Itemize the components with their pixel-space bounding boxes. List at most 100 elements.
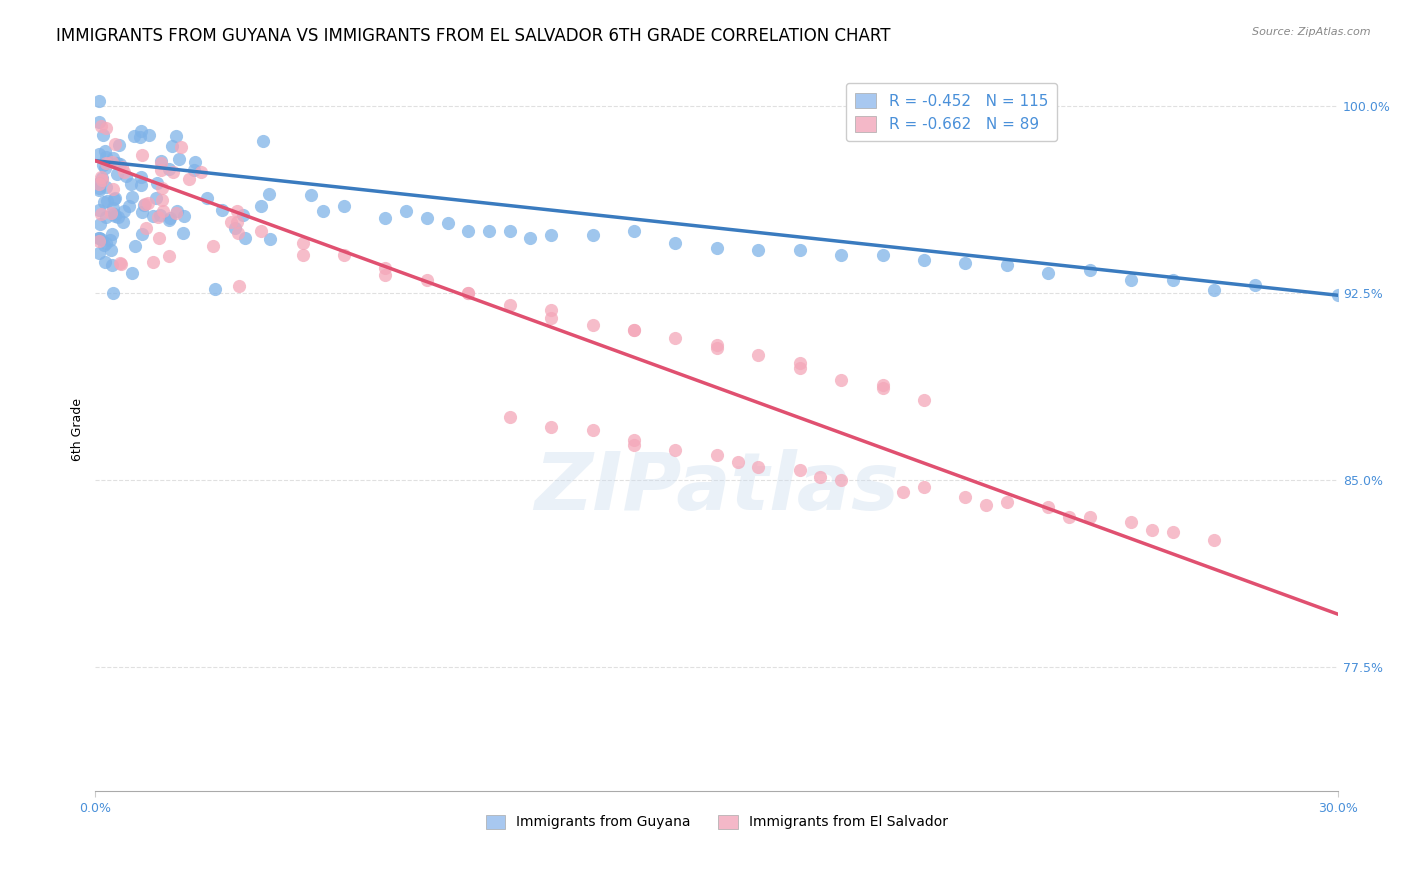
Point	[1161, 524, 1184, 539]
Point	[374, 268, 396, 283]
Point	[94, 145, 117, 159]
Point	[134, 197, 156, 211]
Point	[90, 170, 112, 185]
Point	[91, 158, 114, 172]
Point	[94, 254, 117, 268]
Point	[540, 310, 562, 325]
Point	[912, 392, 935, 407]
Point	[891, 485, 914, 500]
Point	[150, 181, 173, 195]
Point	[498, 410, 520, 425]
Point	[457, 223, 479, 237]
Point	[135, 220, 157, 235]
Point	[179, 171, 201, 186]
Point	[789, 244, 811, 258]
Point	[129, 178, 152, 192]
Point	[291, 235, 314, 250]
Point	[118, 198, 141, 212]
Point	[211, 202, 233, 217]
Point	[96, 156, 118, 170]
Point	[1057, 510, 1080, 524]
Point	[124, 239, 146, 253]
Point	[1038, 266, 1060, 280]
Point	[228, 278, 250, 293]
Point	[131, 148, 153, 162]
Point	[1244, 278, 1267, 293]
Point	[91, 128, 114, 142]
Point	[165, 206, 187, 220]
Point	[830, 248, 852, 262]
Point	[91, 173, 114, 187]
Point	[623, 433, 645, 447]
Point	[312, 203, 335, 218]
Point	[157, 161, 180, 176]
Point	[623, 223, 645, 237]
Point	[747, 460, 769, 475]
Point	[98, 234, 121, 248]
Point	[100, 243, 122, 257]
Point	[706, 338, 728, 352]
Point	[146, 211, 169, 225]
Point	[540, 420, 562, 434]
Point	[89, 234, 111, 248]
Point	[257, 186, 280, 201]
Point	[299, 187, 322, 202]
Point	[872, 248, 894, 262]
Point	[416, 211, 439, 225]
Point	[145, 176, 167, 190]
Point	[112, 215, 135, 229]
Point	[226, 226, 249, 240]
Point	[478, 223, 501, 237]
Point	[581, 423, 603, 437]
Point	[93, 237, 115, 252]
Point	[114, 169, 136, 183]
Point	[89, 183, 111, 197]
Point	[131, 227, 153, 241]
Point	[136, 195, 159, 210]
Point	[101, 258, 124, 272]
Point	[157, 249, 180, 263]
Point	[233, 231, 256, 245]
Point	[291, 248, 314, 262]
Point	[152, 203, 174, 218]
Point	[789, 463, 811, 477]
Point	[540, 303, 562, 318]
Point	[789, 356, 811, 370]
Point	[96, 179, 118, 194]
Point	[664, 442, 686, 457]
Point	[250, 198, 273, 212]
Point	[623, 323, 645, 337]
Point	[111, 160, 134, 174]
Point	[581, 228, 603, 243]
Point	[101, 182, 124, 196]
Point	[374, 260, 396, 275]
Text: Source: ZipAtlas.com: Source: ZipAtlas.com	[1253, 27, 1371, 37]
Point	[747, 348, 769, 362]
Point	[108, 256, 131, 270]
Point	[252, 134, 274, 148]
Point	[132, 198, 155, 212]
Point	[232, 208, 254, 222]
Point	[872, 378, 894, 392]
Point	[96, 120, 118, 135]
Point	[955, 490, 977, 504]
Point	[89, 246, 111, 260]
Point	[250, 223, 273, 237]
Point	[1202, 283, 1225, 297]
Point	[103, 285, 125, 300]
Text: ZIPatlas: ZIPatlas	[534, 449, 900, 526]
Point	[93, 194, 115, 209]
Y-axis label: 6th Grade: 6th Grade	[72, 399, 84, 461]
Point	[225, 215, 247, 229]
Point	[101, 155, 124, 169]
Point	[540, 228, 562, 243]
Point	[90, 169, 112, 184]
Point	[104, 191, 127, 205]
Point	[90, 207, 112, 221]
Point	[808, 470, 831, 484]
Point	[89, 177, 111, 191]
Point	[872, 380, 894, 394]
Point	[157, 213, 180, 227]
Point	[89, 114, 111, 128]
Point	[112, 204, 135, 219]
